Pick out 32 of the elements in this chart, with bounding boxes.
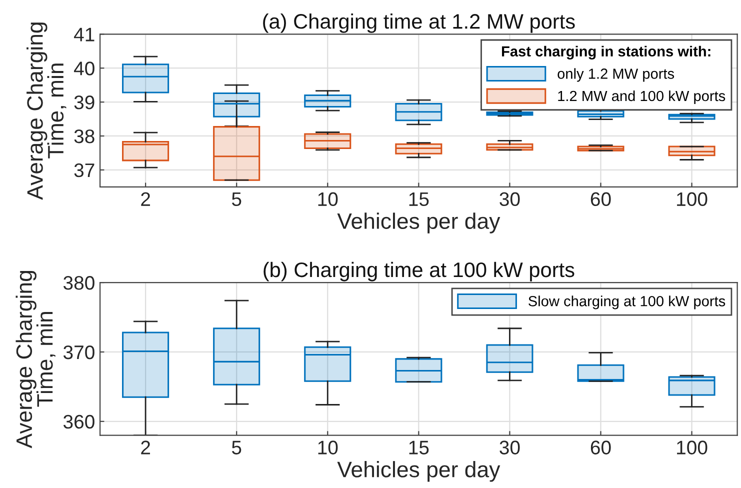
y-axis-title: Average Charging Time, min xyxy=(16,270,56,448)
y-axis-title: Average Charging Time, min xyxy=(26,22,66,200)
x-axis-title: Vehicles per day xyxy=(337,461,500,482)
x-tick-label: 10 xyxy=(318,440,338,454)
x-tick-label: 15 xyxy=(409,192,429,206)
legend-label: Slow charging at 100 kW ports xyxy=(528,296,726,310)
x-tick-label: 5 xyxy=(232,192,242,206)
x-tick-label: 30 xyxy=(500,440,520,454)
x-tick-label: 60 xyxy=(590,440,611,454)
legend-title: Fast charging in stations with: xyxy=(502,46,710,60)
x-tick-label: 100 xyxy=(677,192,708,206)
y-tick-label: 39 xyxy=(74,96,94,110)
chart-title: (b) Charging time at 100 kW ports xyxy=(264,262,574,282)
y-tick-label: 41 xyxy=(74,28,94,42)
x-axis-title: Vehicles per day xyxy=(337,212,500,234)
chart-title: (a) Charging time at 1.2 MW ports xyxy=(263,14,575,33)
x-tick-label: 30 xyxy=(500,192,520,206)
x-tick-label: 2 xyxy=(141,192,150,206)
x-tick-label: 10 xyxy=(318,192,338,206)
y-tick-label: 37 xyxy=(74,163,94,178)
x-tick-label: 60 xyxy=(590,192,611,206)
x-tick-label: 15 xyxy=(409,440,429,454)
x-tick-label: 2 xyxy=(141,440,150,454)
y-tick-label: 380 xyxy=(63,276,94,290)
x-tick-label: 5 xyxy=(232,440,242,454)
legend-label: 1.2 MW and 100 kW ports xyxy=(558,90,726,104)
y-tick-label: 370 xyxy=(63,345,94,360)
y-tick-label: 360 xyxy=(63,414,94,429)
x-tick-label: 100 xyxy=(677,440,708,454)
y-tick-label: 40 xyxy=(74,62,94,76)
legend-label: only 1.2 MW ports xyxy=(558,68,674,82)
y-tick-label: 38 xyxy=(74,129,94,144)
